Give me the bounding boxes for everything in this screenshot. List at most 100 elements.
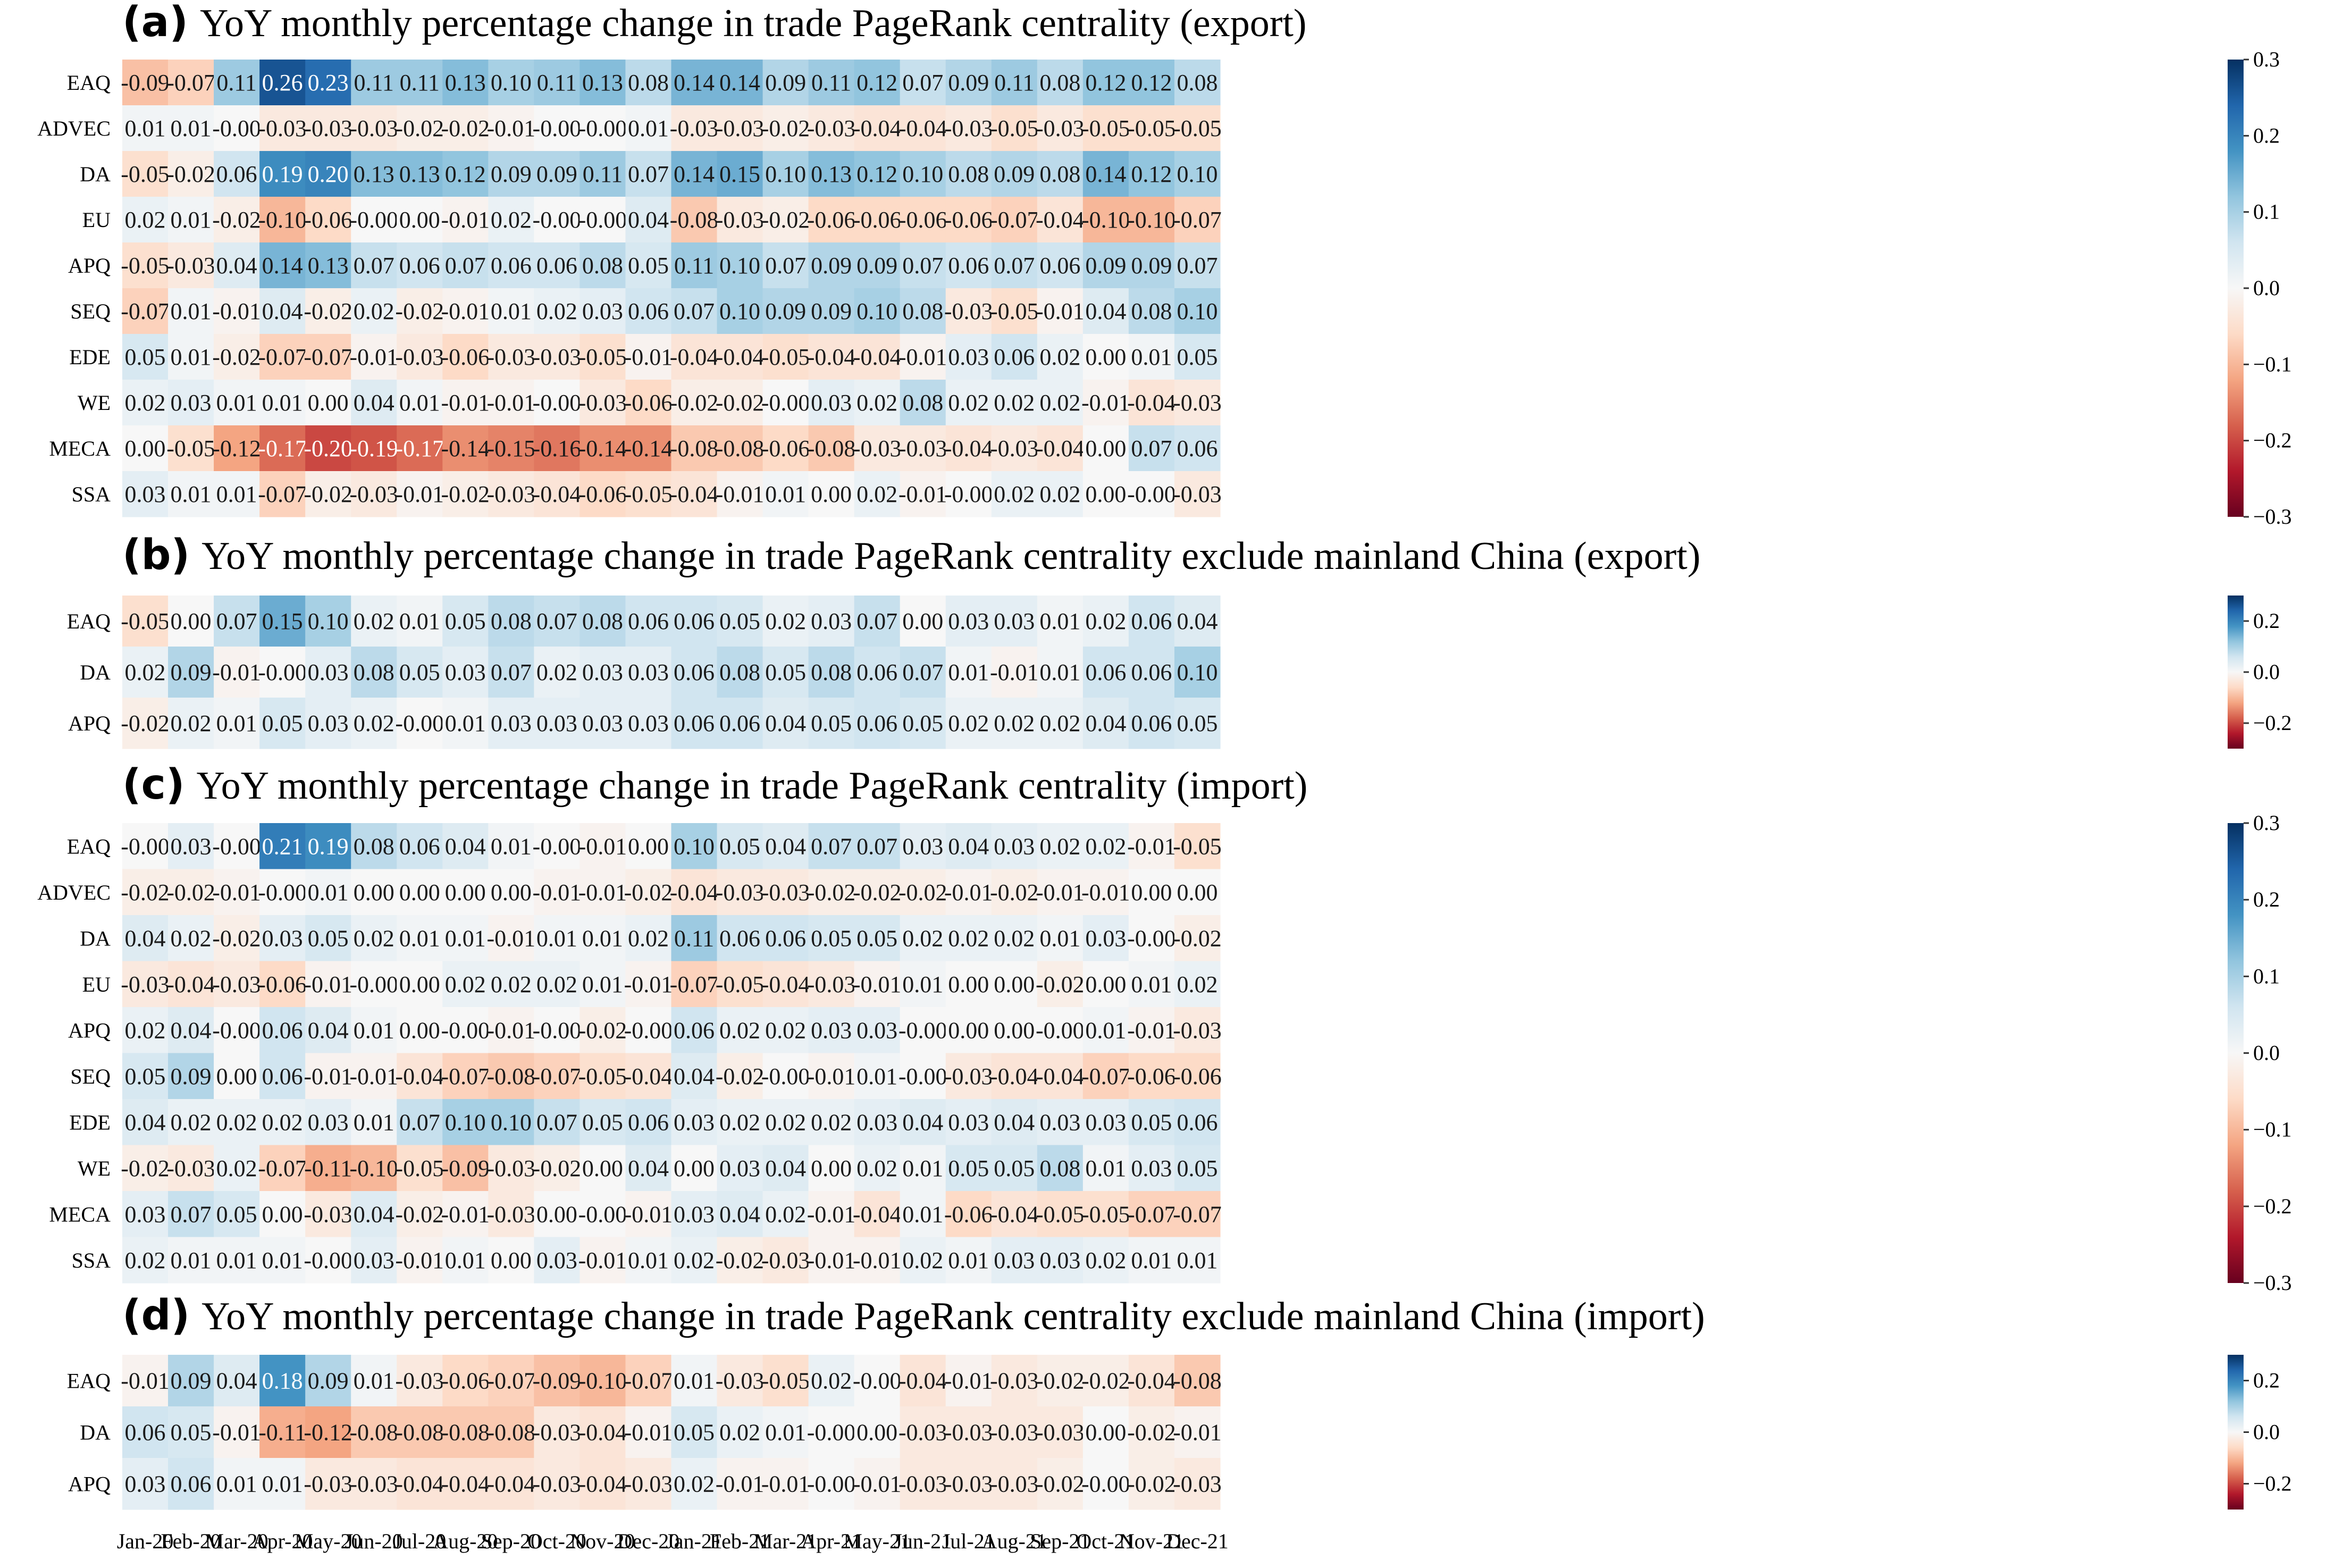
heatmap-cell — [351, 334, 397, 380]
heatmap-cell — [991, 105, 1038, 152]
cell-value: 0.11 — [674, 925, 714, 951]
heatmap-cell — [808, 1099, 855, 1146]
heatmap-cell — [534, 1191, 580, 1238]
heatmap-cell — [1037, 242, 1084, 289]
heatmap-cell — [762, 334, 809, 380]
heatmap-cell — [214, 1237, 260, 1284]
heatmap-cell — [488, 1237, 534, 1284]
cell-value: -0.09 — [533, 1368, 582, 1394]
cell-value: -0.03 — [487, 344, 536, 370]
heatmap-cell — [1174, 105, 1221, 152]
cell-value: 0.14 — [262, 253, 303, 279]
heatmap-cell — [808, 471, 855, 517]
cell-value: -0.03 — [944, 1420, 993, 1446]
heatmap-cell — [808, 1458, 855, 1510]
cell-value: 0.07 — [536, 608, 577, 634]
heatmap-cell — [397, 151, 443, 197]
cell-value: 0.09 — [308, 1368, 349, 1394]
cell-value: -0.01 — [853, 971, 902, 997]
cell-value: 0.08 — [811, 659, 852, 685]
cell-value: 0.00 — [171, 608, 212, 634]
cell-value: -0.03 — [304, 115, 352, 141]
cell-value: 0.20 — [308, 161, 349, 187]
heatmap-cell — [351, 1191, 397, 1238]
heatmap-cell — [351, 1406, 397, 1458]
heatmap-cell — [991, 197, 1038, 243]
cell-value: -0.16 — [533, 435, 582, 462]
cell-value: -0.01 — [807, 1247, 856, 1273]
cell-value: 0.06 — [1131, 608, 1172, 634]
cell-value: 0.07 — [171, 1201, 212, 1227]
cell-value: -0.01 — [487, 925, 536, 951]
colorbar-tick-label: 0.0 — [2253, 276, 2280, 300]
heatmap-cell — [625, 1053, 672, 1100]
panel-title: (d) YoY monthly percentage change in trad… — [122, 1292, 1705, 1339]
heatmap-cell — [397, 288, 443, 334]
heatmap-cell — [1082, 334, 1129, 380]
cell-value: 0.07 — [536, 1109, 577, 1135]
cell-value: -0.05 — [624, 481, 673, 507]
cell-value: 0.07 — [445, 253, 486, 279]
cell-value: 0.06 — [674, 608, 715, 634]
row-label-advec: ADVEC — [37, 881, 111, 904]
cell-value: -0.01 — [441, 207, 490, 233]
heatmap-cell — [945, 596, 992, 647]
cell-value: 0.07 — [354, 253, 394, 279]
cell-value: 0.12 — [445, 161, 486, 187]
colorbar-tick-label: 0.0 — [2253, 660, 2280, 684]
heatmap-cell — [351, 647, 397, 698]
cell-value: -0.01 — [807, 1201, 856, 1227]
colorbar-tick-label: −0.2 — [2253, 1472, 2292, 1496]
cell-value: -0.17 — [395, 435, 444, 462]
cell-value: 0.02 — [719, 1109, 760, 1135]
heatmap-cell — [305, 1355, 351, 1407]
cell-value: 0.04 — [719, 1201, 760, 1227]
cell-value: 0.11 — [811, 70, 851, 96]
heatmap-panel-a: (a) YoY monthly percentage change in trad… — [37, 0, 2291, 529]
cell-value: 0.02 — [1039, 833, 1080, 859]
cell-value: -0.01 — [212, 659, 261, 685]
heatmap-cell — [122, 197, 169, 243]
heatmap-cell — [808, 1191, 855, 1238]
cell-value: -0.04 — [853, 115, 902, 141]
cell-value: -0.02 — [441, 481, 490, 507]
heatmap-cell — [900, 823, 946, 870]
heatmap-cell — [259, 288, 306, 334]
heatmap-cell — [580, 380, 626, 426]
heatmap-cell — [397, 1191, 443, 1238]
cell-value: -0.00 — [533, 833, 582, 859]
cell-value: -0.05 — [121, 608, 170, 634]
cell-value: 0.02 — [171, 1109, 212, 1135]
row-label-eaq: EAQ — [67, 71, 111, 95]
cell-value: 0.04 — [216, 1368, 257, 1394]
heatmap-cell — [717, 105, 763, 152]
heatmap-cell — [305, 60, 351, 106]
heatmap-cell — [442, 151, 489, 197]
heatmap-cell — [717, 380, 763, 426]
cell-value: -0.04 — [716, 344, 765, 370]
cell-value: -0.02 — [166, 161, 215, 187]
cell-value: 0.00 — [948, 1017, 989, 1043]
heatmap-cell — [351, 1355, 397, 1407]
heatmap-cell — [945, 151, 992, 197]
cell-value: -0.10 — [349, 1155, 398, 1181]
heatmap-cell — [671, 1237, 718, 1284]
cell-value: 0.02 — [1085, 1247, 1126, 1273]
heatmap-cell — [1128, 242, 1175, 289]
row-label-seq: SEQ — [70, 1064, 111, 1088]
colorbar-tick-label: 0.2 — [2253, 887, 2280, 911]
cell-value: 0.03 — [308, 710, 349, 736]
cell-value: 0.18 — [262, 1368, 303, 1394]
heatmap-cell — [122, 961, 169, 1008]
heatmap-cell — [397, 698, 443, 749]
cell-value: 0.02 — [765, 1017, 806, 1043]
heatmap-cell — [122, 425, 169, 472]
cell-value: 0.11 — [400, 70, 440, 96]
cell-value: -0.03 — [1173, 481, 1222, 507]
cell-value: 0.02 — [216, 1155, 257, 1181]
heatmap-cell — [762, 1355, 809, 1407]
cell-value: -0.03 — [395, 1368, 444, 1394]
heatmap-cell — [351, 869, 397, 916]
heatmap-cell — [351, 1007, 397, 1054]
cell-value: -0.00 — [212, 1017, 261, 1043]
